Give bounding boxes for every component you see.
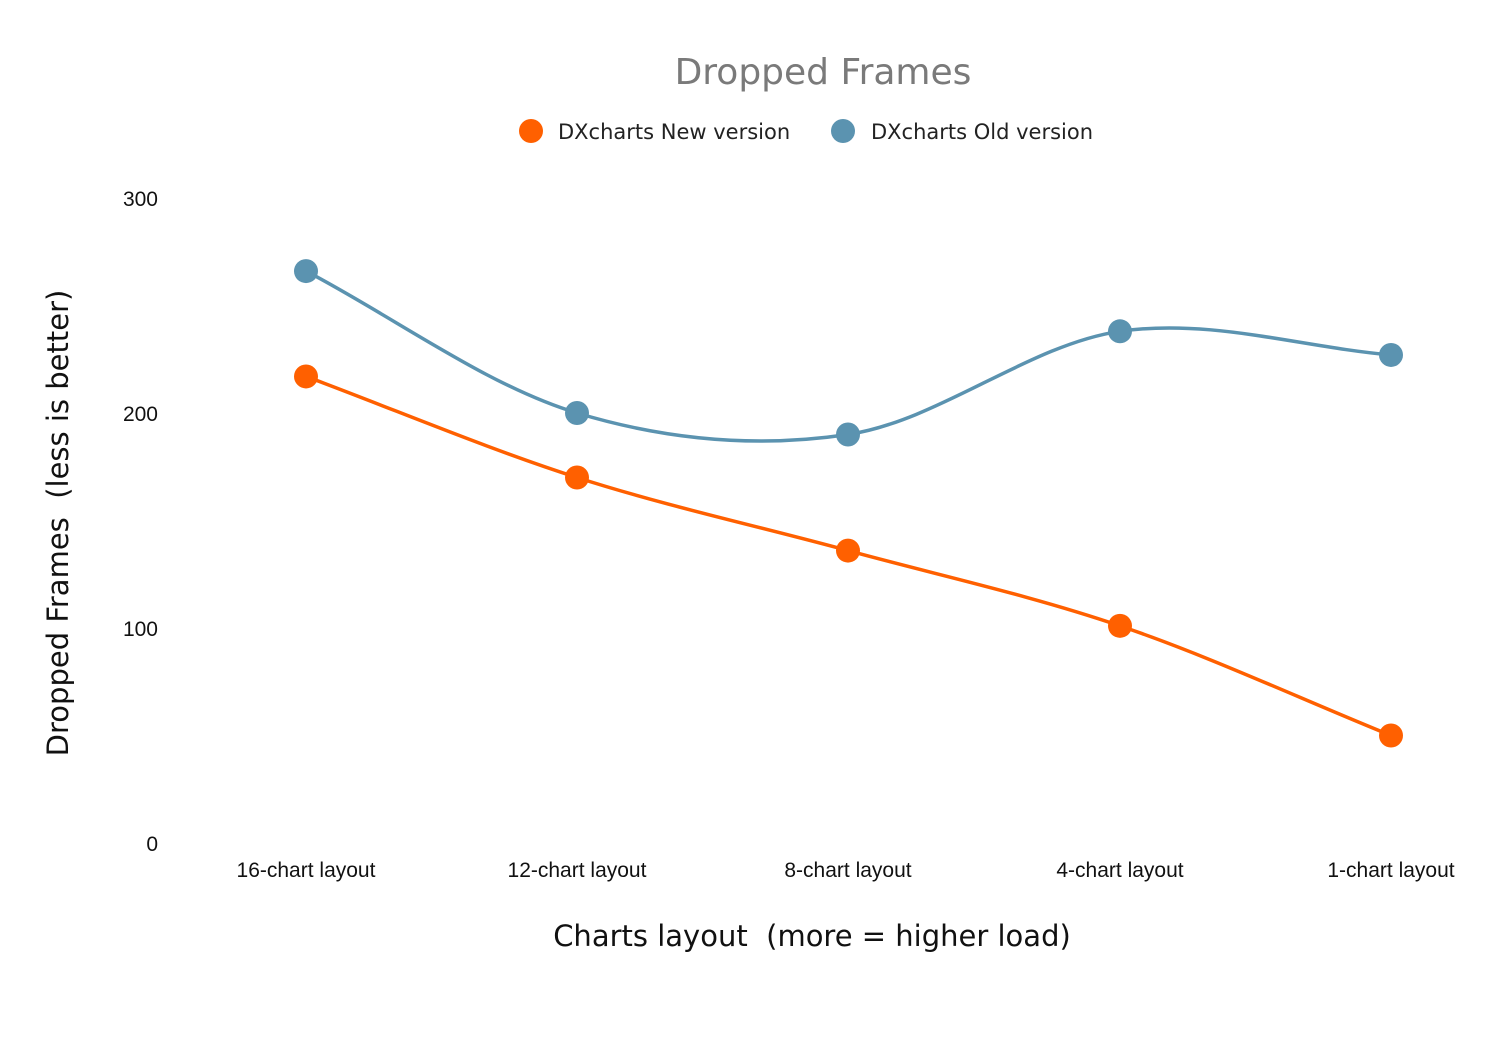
data-point-old[interactable] bbox=[1108, 319, 1132, 344]
data-point-old[interactable] bbox=[1379, 342, 1403, 367]
plot-area bbox=[294, 259, 1403, 748]
x-axis-label: Charts layout (more = higher load) bbox=[553, 919, 1071, 953]
y-tick-label: 100 bbox=[123, 618, 158, 641]
y-tick-label: 0 bbox=[146, 833, 158, 856]
legend-item-new[interactable]: DXcharts New version bbox=[519, 119, 790, 144]
legend: DXcharts New version DXcharts Old versio… bbox=[519, 119, 1093, 144]
y-tick-label: 200 bbox=[123, 403, 158, 426]
legend-marker-old bbox=[831, 119, 855, 143]
x-tick-label: 4-chart layout bbox=[1056, 859, 1183, 882]
legend-label-old: DXcharts Old version bbox=[871, 120, 1093, 144]
data-point-old[interactable] bbox=[294, 259, 318, 284]
x-tick-label: 1-chart layout bbox=[1327, 859, 1454, 882]
y-axis-ticks: 0 100 200 300 bbox=[123, 188, 158, 856]
y-axis-label: Dropped Frames (less is better) bbox=[41, 290, 75, 757]
data-point-new[interactable] bbox=[836, 538, 860, 563]
legend-label-new: DXcharts New version bbox=[558, 120, 790, 144]
data-point-old[interactable] bbox=[565, 401, 589, 425]
chart-title: Dropped Frames bbox=[675, 52, 972, 93]
x-tick-label: 8-chart layout bbox=[784, 859, 911, 882]
legend-item-old[interactable]: DXcharts Old version bbox=[831, 119, 1093, 144]
data-point-new[interactable] bbox=[294, 364, 318, 389]
data-point-new[interactable] bbox=[1108, 613, 1132, 638]
series-layer bbox=[294, 259, 1403, 748]
y-tick-label: 300 bbox=[123, 188, 158, 211]
x-axis-ticks: 16-chart layout 12-chart layout 8-chart … bbox=[237, 859, 1455, 882]
data-point-old[interactable] bbox=[836, 422, 860, 447]
data-point-new[interactable] bbox=[1379, 723, 1403, 748]
x-tick-label: 16-chart layout bbox=[237, 859, 376, 882]
x-tick-label: 12-chart layout bbox=[508, 859, 647, 882]
data-point-new[interactable] bbox=[565, 465, 589, 490]
legend-marker-new bbox=[519, 119, 543, 143]
series-line-old bbox=[305, 269, 1392, 443]
